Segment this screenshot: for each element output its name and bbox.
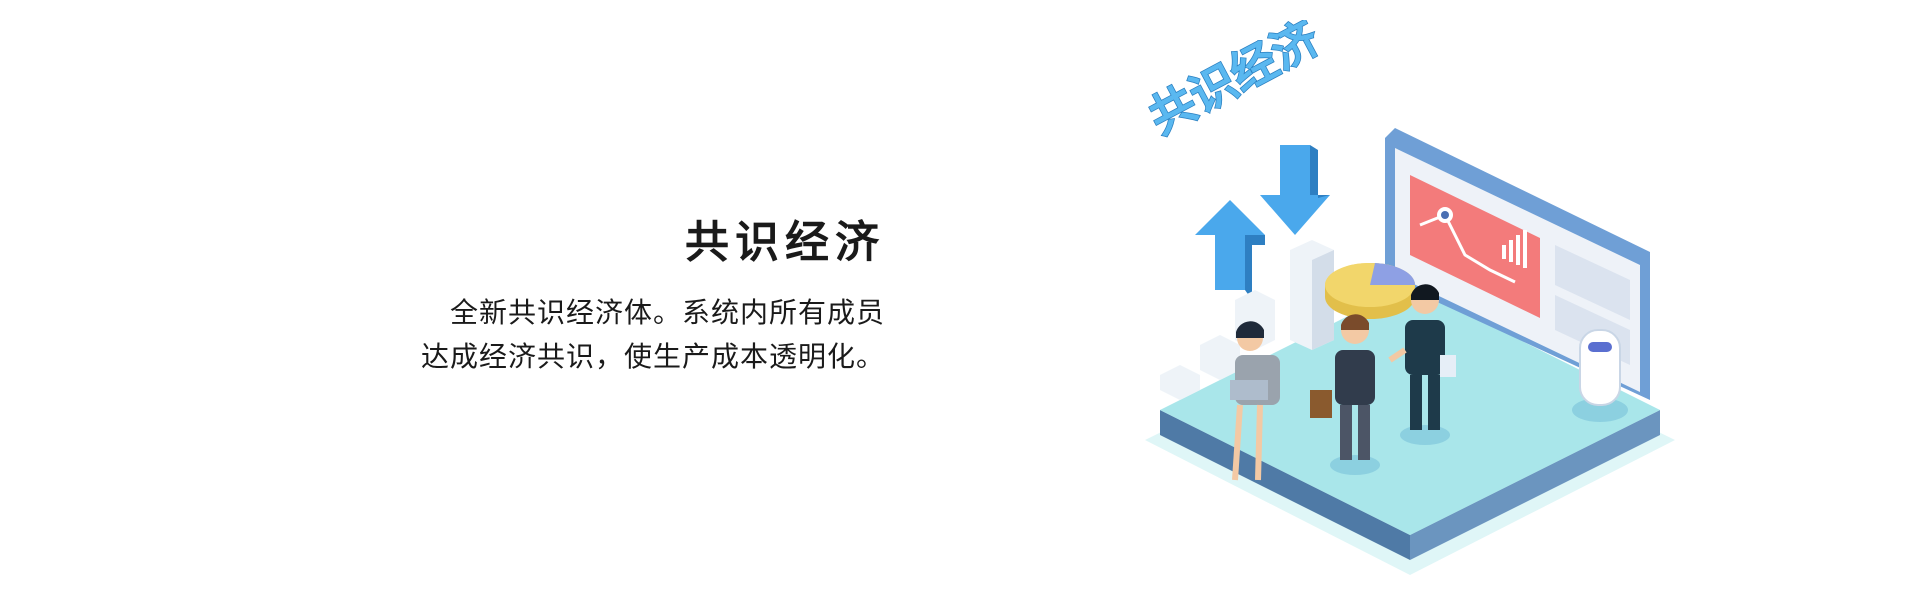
description-line-1: 全新共识经济体。系统内所有成员 (449, 296, 885, 329)
screen-widget-1 (1555, 245, 1630, 320)
robot-body (1579, 329, 1621, 406)
robot-visor (1588, 342, 1612, 352)
robot-shadow (1572, 398, 1628, 422)
platform-side-left (1160, 410, 1410, 560)
arrow-up-icon (1195, 200, 1265, 300)
mini-bars (1502, 230, 1527, 268)
pie-chart-icon (1325, 263, 1416, 319)
businessman-right (1388, 284, 1456, 445)
section-description: 全新共识经济体。系统内所有成员 达成经济共识，使生产成本透明化。 (300, 291, 885, 379)
platform-side-right (1410, 410, 1660, 560)
consensus-economy-illustration: 共识经济 (1140, 20, 1680, 590)
description-line-2: 达成经济共识，使生产成本透明化。 (420, 340, 885, 373)
chart-line (1419, 213, 1516, 284)
section-title: 共识经济 (685, 217, 885, 268)
woman-with-laptop (1230, 321, 1280, 481)
arrow-down-icon (1260, 145, 1330, 235)
text-section: 共识经济 全新共识经济体。系统内所有成员 达成经济共识，使生产成本透明化。 (300, 215, 885, 379)
illustration-caption: 共识经济 (1140, 20, 1329, 145)
businessman-left (1310, 314, 1380, 475)
